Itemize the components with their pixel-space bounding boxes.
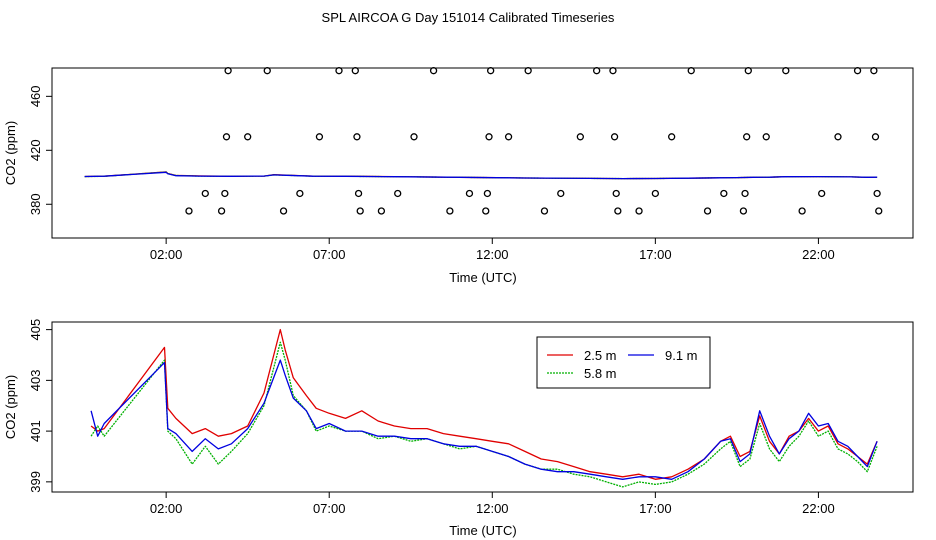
data-point bbox=[222, 133, 231, 141]
data-point bbox=[446, 207, 454, 215]
data-point bbox=[870, 67, 878, 75]
data-point bbox=[410, 133, 418, 141]
data-point bbox=[356, 207, 364, 215]
data-point bbox=[614, 207, 622, 215]
legend-label-2-5m: 2.5 m bbox=[584, 348, 617, 363]
data-point bbox=[739, 207, 748, 215]
bottom-y-axis: 399 401 403 405 bbox=[28, 319, 52, 493]
data-point bbox=[875, 207, 883, 215]
data-point bbox=[651, 189, 660, 198]
data-point bbox=[353, 133, 361, 141]
data-point bbox=[873, 189, 881, 198]
data-point bbox=[244, 133, 252, 141]
bottom-x-axis: 02:00 07:00 12:00 17:00 22:00 bbox=[150, 492, 835, 516]
x-tick-label: 07:00 bbox=[313, 247, 346, 262]
x-tick-label: 22:00 bbox=[802, 247, 835, 262]
data-point bbox=[743, 133, 751, 141]
y-tick-label: 380 bbox=[28, 193, 43, 215]
data-point bbox=[687, 67, 695, 75]
data-point bbox=[263, 67, 271, 75]
series-line-9-1-m-top bbox=[84, 171, 878, 180]
x-tick-label: 17:00 bbox=[639, 247, 672, 262]
data-point bbox=[296, 189, 304, 198]
top-y-axis-label: CO2 (ppm) bbox=[3, 121, 18, 185]
legend-box bbox=[536, 336, 711, 389]
data-point bbox=[354, 189, 363, 198]
bottom-plot-frame bbox=[51, 321, 914, 493]
y-tick-label: 460 bbox=[28, 85, 43, 107]
x-tick-label: 12:00 bbox=[476, 501, 509, 516]
legend: 2.5 m 9.1 m 5.8 m bbox=[536, 336, 711, 389]
data-point bbox=[279, 207, 288, 215]
data-point bbox=[576, 133, 584, 141]
data-point bbox=[335, 67, 343, 75]
data-point bbox=[782, 67, 790, 75]
data-point bbox=[720, 189, 728, 198]
data-point bbox=[834, 133, 842, 141]
top-scatter-points bbox=[185, 67, 883, 215]
legend-label-9-1m: 9.1 m bbox=[665, 348, 698, 363]
y-tick-label: 403 bbox=[28, 370, 43, 392]
data-point bbox=[485, 133, 493, 141]
data-point bbox=[201, 189, 209, 198]
data-point bbox=[483, 189, 492, 198]
legend-label-5-8m: 5.8 m bbox=[584, 366, 617, 381]
data-point bbox=[741, 189, 749, 198]
top-x-axis: 02:00 07:00 12:00 17:00 22:00 bbox=[150, 238, 835, 262]
data-point bbox=[504, 133, 513, 141]
data-point bbox=[610, 133, 619, 141]
top-plot-frame bbox=[51, 67, 914, 239]
data-point bbox=[818, 189, 826, 198]
data-point bbox=[185, 207, 193, 215]
y-tick-label: 405 bbox=[28, 319, 43, 341]
data-point bbox=[612, 189, 620, 198]
top-series-lines bbox=[84, 171, 878, 180]
data-point bbox=[377, 207, 386, 215]
bottom-y-axis-label: CO2 (ppm) bbox=[3, 375, 18, 439]
data-point bbox=[609, 67, 617, 75]
data-point bbox=[744, 67, 752, 75]
data-point bbox=[315, 133, 324, 141]
data-point bbox=[217, 207, 226, 215]
series-line-2-5-m-bottom bbox=[90, 328, 878, 480]
bottom-panel: 399 401 403 405 02:00 07:00 12:00 17:00 22:00 T… bbox=[3, 319, 914, 538]
data-point bbox=[394, 189, 402, 198]
data-point bbox=[524, 67, 532, 75]
data-point bbox=[540, 207, 549, 215]
bottom-series-lines bbox=[90, 328, 878, 488]
data-point bbox=[668, 133, 676, 141]
data-point bbox=[465, 189, 474, 198]
data-point bbox=[482, 207, 490, 215]
y-tick-label: 420 bbox=[28, 139, 43, 161]
x-tick-label: 02:00 bbox=[150, 501, 183, 516]
data-point bbox=[871, 133, 880, 141]
data-point bbox=[429, 67, 438, 75]
data-point bbox=[487, 67, 495, 75]
data-point bbox=[221, 189, 229, 198]
top-x-axis-label: Time (UTC) bbox=[449, 270, 516, 285]
figure-title: SPL AIRCOA G Day 151014 Calibrated Times… bbox=[322, 10, 615, 25]
x-tick-label: 07:00 bbox=[313, 501, 346, 516]
data-point bbox=[853, 67, 862, 75]
data-point bbox=[224, 67, 232, 75]
data-point bbox=[703, 207, 712, 215]
data-point bbox=[762, 133, 770, 141]
x-tick-label: 17:00 bbox=[639, 501, 672, 516]
x-tick-label: 02:00 bbox=[150, 247, 183, 262]
top-panel: 380 420 460 02:00 07:00 12:00 17:00 22:00 Time… bbox=[3, 67, 914, 285]
x-tick-label: 12:00 bbox=[476, 247, 509, 262]
top-y-axis: 380 420 460 bbox=[28, 85, 52, 215]
series-line-9-1-m-bottom bbox=[90, 359, 878, 480]
data-point bbox=[798, 207, 806, 215]
x-tick-label: 22:00 bbox=[802, 501, 835, 516]
data-point bbox=[557, 189, 565, 198]
data-point bbox=[351, 67, 359, 75]
y-tick-label: 399 bbox=[28, 471, 43, 493]
y-tick-label: 401 bbox=[28, 420, 43, 442]
bottom-x-axis-label: Time (UTC) bbox=[449, 523, 516, 538]
data-point bbox=[592, 67, 601, 75]
data-point bbox=[635, 207, 643, 215]
